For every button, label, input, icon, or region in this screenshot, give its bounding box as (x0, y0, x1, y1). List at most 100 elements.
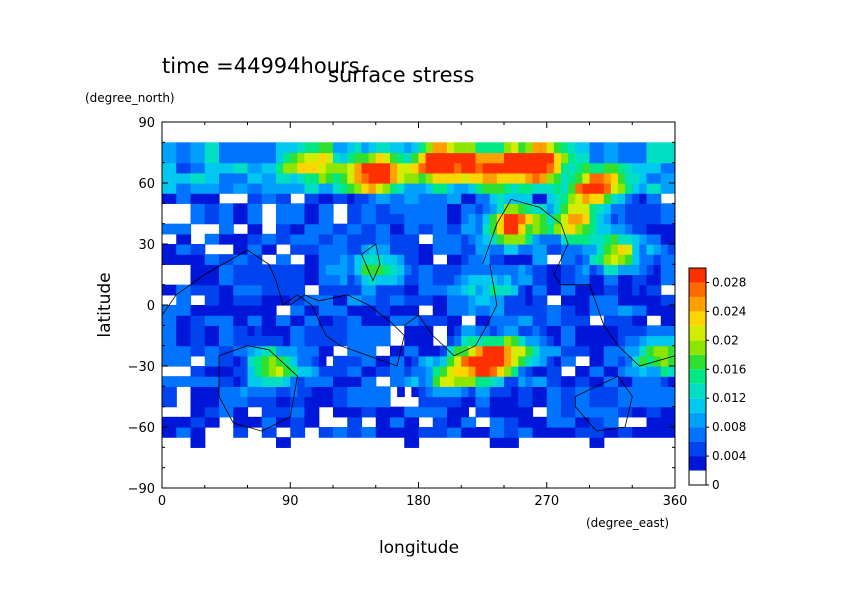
field-cell (375, 264, 384, 276)
field-cell (482, 427, 491, 438)
field-cell (610, 366, 619, 377)
field-cell (482, 335, 491, 347)
field-cell (276, 152, 284, 164)
field-cell (347, 284, 355, 296)
field-cell (667, 376, 675, 387)
field-cell (482, 254, 491, 265)
field-cell (382, 213, 391, 225)
field-cell (447, 376, 455, 387)
field-cell (582, 366, 591, 377)
field-cell (390, 416, 398, 428)
field-cell (432, 305, 441, 316)
field-cell (162, 376, 170, 387)
field-cell (162, 142, 170, 154)
field-cell (268, 396, 277, 408)
field-cell (646, 325, 655, 337)
colorbar-swatch (689, 296, 706, 312)
field-cell (318, 213, 327, 225)
field-cell (482, 162, 491, 174)
field-cell (254, 386, 263, 398)
field-cell (169, 427, 177, 438)
field-cell (625, 183, 633, 194)
field-cell (204, 233, 213, 245)
field-cell (340, 193, 348, 204)
field-cell (553, 335, 562, 347)
field-cell (425, 427, 434, 438)
field-cell (204, 193, 213, 204)
field-cell (325, 244, 334, 255)
field-cell (632, 172, 640, 184)
x-tick-label: 90 (282, 494, 299, 509)
field-cell (190, 254, 199, 265)
field-cell (582, 427, 591, 438)
y-unit-label: (degree_north) (85, 91, 175, 105)
field-cell (219, 325, 227, 337)
field-cell (489, 244, 498, 255)
field-cell (461, 142, 469, 154)
field-cell (561, 284, 569, 296)
field-cell (404, 325, 412, 337)
field-cell (639, 254, 648, 265)
field-cell (504, 386, 512, 398)
field-cell (304, 396, 313, 408)
field-cell (361, 406, 370, 418)
field-cell (347, 345, 355, 357)
y-tick-label: −60 (128, 421, 155, 436)
field-cell (297, 305, 306, 316)
field-cell (432, 284, 441, 296)
field-cell (283, 203, 291, 215)
field-cell (589, 345, 598, 357)
field-cell (247, 416, 256, 428)
field-cell (226, 325, 234, 337)
field-cell (219, 284, 227, 296)
field-cell (333, 406, 341, 418)
field-cell (211, 183, 220, 194)
field-cell (276, 315, 284, 326)
field-cell (489, 396, 498, 408)
field-cell (240, 142, 249, 154)
field-cell (639, 376, 648, 387)
field-cell (190, 193, 199, 204)
field-cell (596, 366, 605, 377)
field-cell (496, 162, 505, 174)
field-cell (404, 315, 412, 326)
field-cell (382, 233, 391, 245)
field-cell (618, 142, 626, 154)
field-cell (553, 172, 562, 184)
y-tick-label: 0 (147, 299, 155, 314)
field-cell (518, 183, 526, 194)
field-cell (468, 325, 477, 337)
field-cell (489, 366, 498, 377)
field-cell (461, 427, 469, 438)
field-cell (162, 223, 170, 235)
field-cell (582, 254, 591, 265)
field-cell (553, 355, 562, 367)
field-cell (297, 315, 306, 326)
field-cell (325, 254, 334, 265)
field-cell (468, 152, 477, 164)
field-cell (489, 335, 498, 347)
field-cell (340, 396, 348, 408)
field-cell (589, 294, 598, 306)
field-cell (276, 437, 284, 448)
field-cell (375, 366, 384, 377)
field-cell (482, 376, 491, 387)
field-cell (432, 193, 441, 204)
field-cell (610, 274, 619, 286)
field-cell (667, 294, 675, 306)
field-cell (261, 183, 270, 194)
field-cell (183, 152, 192, 164)
field-cell (546, 284, 555, 296)
field-cell (418, 427, 427, 438)
field-cell (546, 406, 555, 418)
field-cell (653, 294, 662, 306)
field-cell (290, 345, 298, 357)
field-cell (240, 172, 249, 184)
field-cell (390, 152, 398, 164)
field-cell (268, 162, 277, 174)
field-cell (667, 244, 675, 255)
field-cell (539, 152, 548, 164)
field-cell (211, 294, 220, 306)
field-cell (233, 233, 241, 245)
field-cell (468, 244, 477, 255)
